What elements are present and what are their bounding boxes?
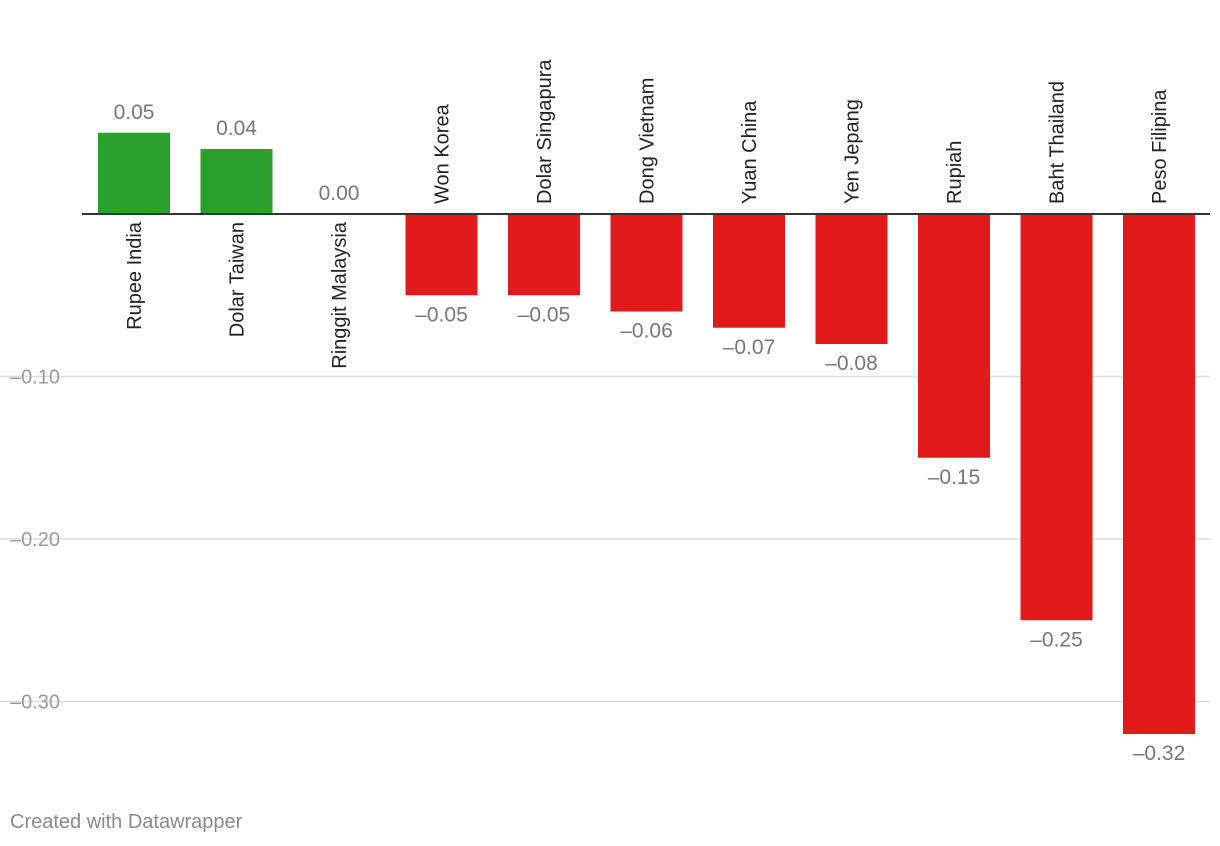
- bar: [98, 132, 170, 214]
- value-label: –0.25: [1030, 628, 1083, 651]
- category-label: Rupiah: [944, 141, 966, 204]
- y-tick-label: –0.20: [10, 529, 60, 551]
- footer-credit: Created with Datawrapper: [10, 811, 243, 833]
- bars: [98, 132, 1195, 734]
- bar: [918, 214, 990, 458]
- category-label: Ringgit Malaysia: [329, 221, 351, 369]
- category-label: Dong Vietnam: [637, 78, 659, 204]
- value-label: –0.08: [825, 352, 878, 375]
- y-tick-label: –0.10: [10, 367, 60, 389]
- value-label: –0.07: [723, 336, 776, 359]
- category-labels: Rupee India Dolar Taiwan Ringgit Malaysia W…: [124, 59, 1171, 369]
- value-label: –0.05: [518, 303, 571, 326]
- bar: [200, 149, 273, 214]
- category-label: Peso Filipina: [1149, 89, 1171, 204]
- y-tick-label: –0.30: [10, 692, 60, 714]
- category-label: Won Korea: [432, 103, 454, 204]
- category-label: Baht Thailand: [1047, 81, 1069, 204]
- value-label: 0.04: [216, 117, 257, 140]
- bar: [1020, 214, 1093, 621]
- gridlines: [0, 375, 1210, 703]
- category-label: Yuan China: [739, 100, 761, 204]
- value-label: –0.32: [1133, 742, 1186, 765]
- value-label: 0.00: [319, 182, 360, 205]
- value-label: –0.05: [415, 303, 468, 326]
- value-labels: 0.05 0.04 0.00 –0.05 –0.05 –0.06 –0.07 –0.08 –0.…: [114, 101, 1186, 765]
- bar: [713, 214, 785, 328]
- value-label: 0.05: [114, 101, 155, 124]
- bar: [815, 214, 888, 344]
- bar: [405, 214, 478, 296]
- value-label: –0.15: [928, 466, 981, 489]
- category-label: Rupee India: [124, 221, 146, 330]
- bar: [610, 214, 683, 312]
- value-label: –0.06: [620, 320, 673, 343]
- y-axis-tick-labels: –0.10 –0.20 –0.30: [10, 367, 60, 714]
- category-label: Yen Jepang: [842, 99, 864, 204]
- bar: [1123, 214, 1195, 734]
- bar: [508, 214, 580, 296]
- category-label: Dolar Singapura: [534, 59, 556, 204]
- category-label: Dolar Taiwan: [227, 222, 249, 337]
